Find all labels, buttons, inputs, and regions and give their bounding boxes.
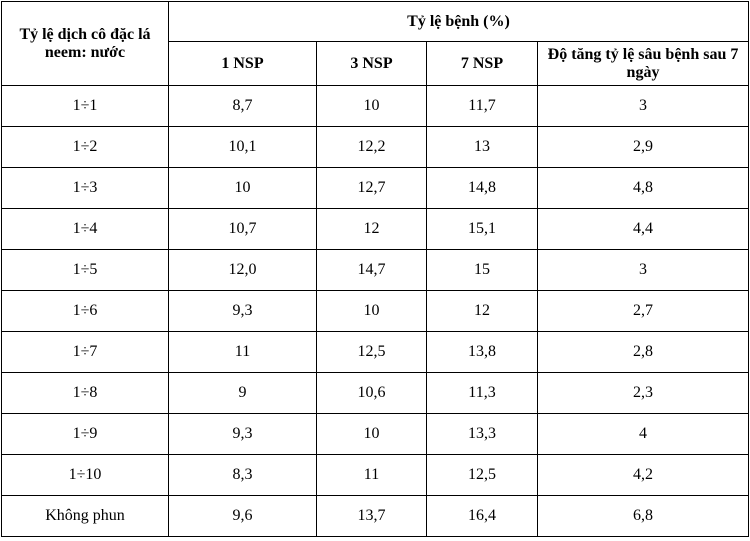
column-header: 7 NSP: [426, 41, 538, 86]
table-row: 1÷6 9,3 10 12 2,7: [1, 290, 749, 332]
ratio-cell: 1÷9: [1, 413, 169, 455]
value-cell: 15,1: [426, 208, 538, 250]
value-cell: 13,3: [426, 413, 538, 455]
ratio-cell: 1÷2: [1, 126, 169, 168]
ratio-cell: 1÷10: [1, 454, 169, 496]
table-row: 1÷8 9 10,6 11,3 2,3: [1, 372, 749, 414]
value-cell: 11,3: [426, 372, 538, 414]
group-header: Tỷ lệ bệnh (%): [168, 1, 749, 42]
value-cell: 13,8: [426, 331, 538, 373]
value-cell: 6,8: [537, 495, 749, 537]
table-body: 1÷1 8,7 10 11,7 3 1÷2 10,1 12,2 13 2,9 1÷3 10 12,7 14…: [1, 85, 749, 537]
value-cell: 4: [537, 413, 749, 455]
value-cell: 12: [316, 208, 427, 250]
value-cell: 14,8: [426, 167, 538, 209]
value-cell: 10,6: [316, 372, 427, 414]
value-cell: 9,6: [168, 495, 317, 537]
ratio-cell: 1÷8: [1, 372, 169, 414]
value-cell: 3: [537, 85, 749, 127]
value-cell: 8,7: [168, 85, 317, 127]
value-cell: 9: [168, 372, 317, 414]
value-cell: 12,7: [316, 167, 427, 209]
table-row: 1÷2 10,1 12,2 13 2,9: [1, 126, 749, 168]
value-cell: 14,7: [316, 249, 427, 291]
table-row: 1÷1 8,7 10 11,7 3: [1, 85, 749, 127]
ratio-cell: 1÷3: [1, 167, 169, 209]
value-cell: 9,3: [168, 413, 317, 455]
ratio-cell: 1÷5: [1, 249, 169, 291]
column-header: 1 NSP: [168, 41, 317, 86]
ratio-cell: 1÷7: [1, 331, 169, 373]
table-row: Không phun 9,6 13,7 16,4 6,8: [1, 495, 749, 537]
column-header: Độ tăng tỷ lệ sâu bệnh sau 7 ngày: [537, 41, 749, 86]
value-cell: 9,3: [168, 290, 317, 332]
value-cell: 10,7: [168, 208, 317, 250]
value-cell: 11: [316, 454, 427, 496]
row-label-header: Tỷ lệ dịch cô đặc lá neem: nước: [1, 1, 169, 86]
ratio-cell: 1÷4: [1, 208, 169, 250]
value-cell: 12,0: [168, 249, 317, 291]
value-cell: 12,5: [316, 331, 427, 373]
value-cell: 10: [316, 85, 427, 127]
table-row: 1÷5 12,0 14,7 15 3: [1, 249, 749, 291]
value-cell: 2,7: [537, 290, 749, 332]
value-cell: 8,3: [168, 454, 317, 496]
value-cell: 13: [426, 126, 538, 168]
value-cell: 4,2: [537, 454, 749, 496]
value-cell: 2,3: [537, 372, 749, 414]
value-cell: 10,1: [168, 126, 317, 168]
table-row: 1÷7 11 12,5 13,8 2,8: [1, 331, 749, 373]
value-cell: 12: [426, 290, 538, 332]
ratio-cell: 1÷1: [1, 85, 169, 127]
table-row: 1÷10 8,3 11 12,5 4,2: [1, 454, 749, 496]
value-cell: 15: [426, 249, 538, 291]
column-header: 3 NSP: [316, 41, 427, 86]
value-cell: 12,5: [426, 454, 538, 496]
value-cell: 10: [316, 290, 427, 332]
value-cell: 4,8: [537, 167, 749, 209]
value-cell: 2,9: [537, 126, 749, 168]
header-row-1: Tỷ lệ dịch cô đặc lá neem: nước Tỷ lệ bệ…: [1, 1, 749, 86]
value-cell: 12,2: [316, 126, 427, 168]
value-cell: 10: [168, 167, 317, 209]
table-row: 1÷9 9,3 10 13,3 4: [1, 413, 749, 455]
value-cell: 3: [537, 249, 749, 291]
table-row: 1÷4 10,7 12 15,1 4,4: [1, 208, 749, 250]
value-cell: 4,4: [537, 208, 749, 250]
value-cell: 10: [316, 413, 427, 455]
value-cell: 2,8: [537, 331, 749, 373]
header-row-2: 1 NSP 3 NSP 7 NSP Độ tăng tỷ lệ sâu bệnh…: [2, 41, 749, 86]
value-cell: 16,4: [426, 495, 538, 537]
table-row: 1÷3 10 12,7 14,8 4,8: [1, 167, 749, 209]
ratio-cell: 1÷6: [1, 290, 169, 332]
value-cell: 11,7: [426, 85, 538, 127]
value-cell: 13,7: [316, 495, 427, 537]
ratio-cell: Không phun: [1, 495, 169, 537]
value-cell: 11: [168, 331, 317, 373]
